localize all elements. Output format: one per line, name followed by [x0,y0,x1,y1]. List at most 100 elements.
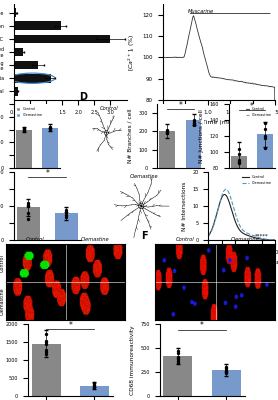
Line: Control: Control [208,194,275,240]
Point [237,157,241,164]
Legend: Control, Clemastine: Control, Clemastine [241,174,274,186]
Point [176,348,180,355]
Point [64,208,69,215]
Point [22,126,26,132]
Point [191,120,196,126]
Bar [159,132,175,168]
Clemastine [224,187,228,192]
Text: Clemastine: Clemastine [0,287,4,315]
Text: *****: ***** [255,233,269,238]
Bar [80,386,109,396]
Point [263,144,267,151]
Point [176,354,180,360]
Y-axis label: $[Ca^{2+}]_i$ (%): $[Ca^{2+}]_i$ (%) [126,33,137,71]
Point [44,351,48,358]
Point [48,124,52,131]
Point [165,129,170,136]
Y-axis label: N# Intersections: N# Intersections [182,181,187,231]
Bar [212,370,241,396]
Point [48,124,52,130]
Point [176,350,180,356]
Point [44,331,48,338]
Point [26,216,31,222]
Legend: Control, Clemastine: Control, Clemastine [244,106,274,118]
Control [263,237,267,242]
Text: Control: Control [0,254,4,272]
Clemastine [263,236,267,241]
Bar [14,74,51,82]
Clemastine [248,232,251,236]
Bar [231,156,247,232]
Control [267,238,271,242]
Control [207,233,210,238]
Point [263,120,267,126]
Point [92,380,97,386]
Text: Clemastine: Clemastine [130,174,159,179]
Point [176,360,180,366]
Text: Control: Control [26,237,45,242]
Point [224,369,229,375]
Control [274,238,277,242]
Point [224,369,229,375]
Point [64,207,69,213]
Control [247,233,250,238]
Point [92,382,97,388]
X-axis label: Time (min): Time (min) [202,120,236,125]
Clemastine [207,234,210,238]
Point [26,210,31,216]
Bar [17,207,40,240]
Point [92,384,97,390]
Line: Clemastine: Clemastine [208,189,275,240]
Point [22,125,26,132]
Point [224,370,229,376]
Point [64,212,69,218]
Point [44,341,48,348]
Y-axis label: N# Branches / cell: N# Branches / cell [128,109,133,163]
Point [92,382,97,389]
Point [191,117,196,124]
Point [44,338,48,344]
Point [44,339,48,345]
Point [237,159,241,165]
Point [224,367,229,373]
Point [263,135,267,142]
Point [64,214,69,220]
Point [237,151,241,158]
Bar [257,134,273,232]
Bar [55,214,78,240]
Point [26,202,31,209]
Text: F: F [141,232,148,242]
Bar [163,356,192,396]
Bar [32,344,61,396]
Control [207,234,210,238]
Clemastine [267,237,271,242]
Point [22,126,26,132]
Y-axis label: CD68 immunoreactivity: CD68 immunoreactivity [130,325,135,395]
Point [224,365,229,372]
Point [165,129,170,135]
Point [26,203,31,210]
Point [263,126,267,132]
Point [191,122,196,128]
Point [224,364,229,370]
Bar [14,35,110,43]
Text: D: D [79,92,87,102]
Text: Control: Control [100,106,118,111]
Point [44,346,48,353]
Point [26,200,31,206]
Bar [42,128,58,168]
Y-axis label: N# Junctions / cell: N# Junctions / cell [199,109,204,163]
Point [92,384,97,390]
Point [48,124,52,131]
Point [22,126,26,133]
Text: Muscarine: Muscarine [188,8,214,14]
Point [44,348,48,355]
Point [92,384,97,390]
Clemastine [246,231,250,236]
Point [224,367,229,374]
Point [237,146,241,152]
Point [263,133,267,139]
Text: *: * [200,321,204,330]
Control [223,192,226,197]
Clemastine [207,234,210,239]
